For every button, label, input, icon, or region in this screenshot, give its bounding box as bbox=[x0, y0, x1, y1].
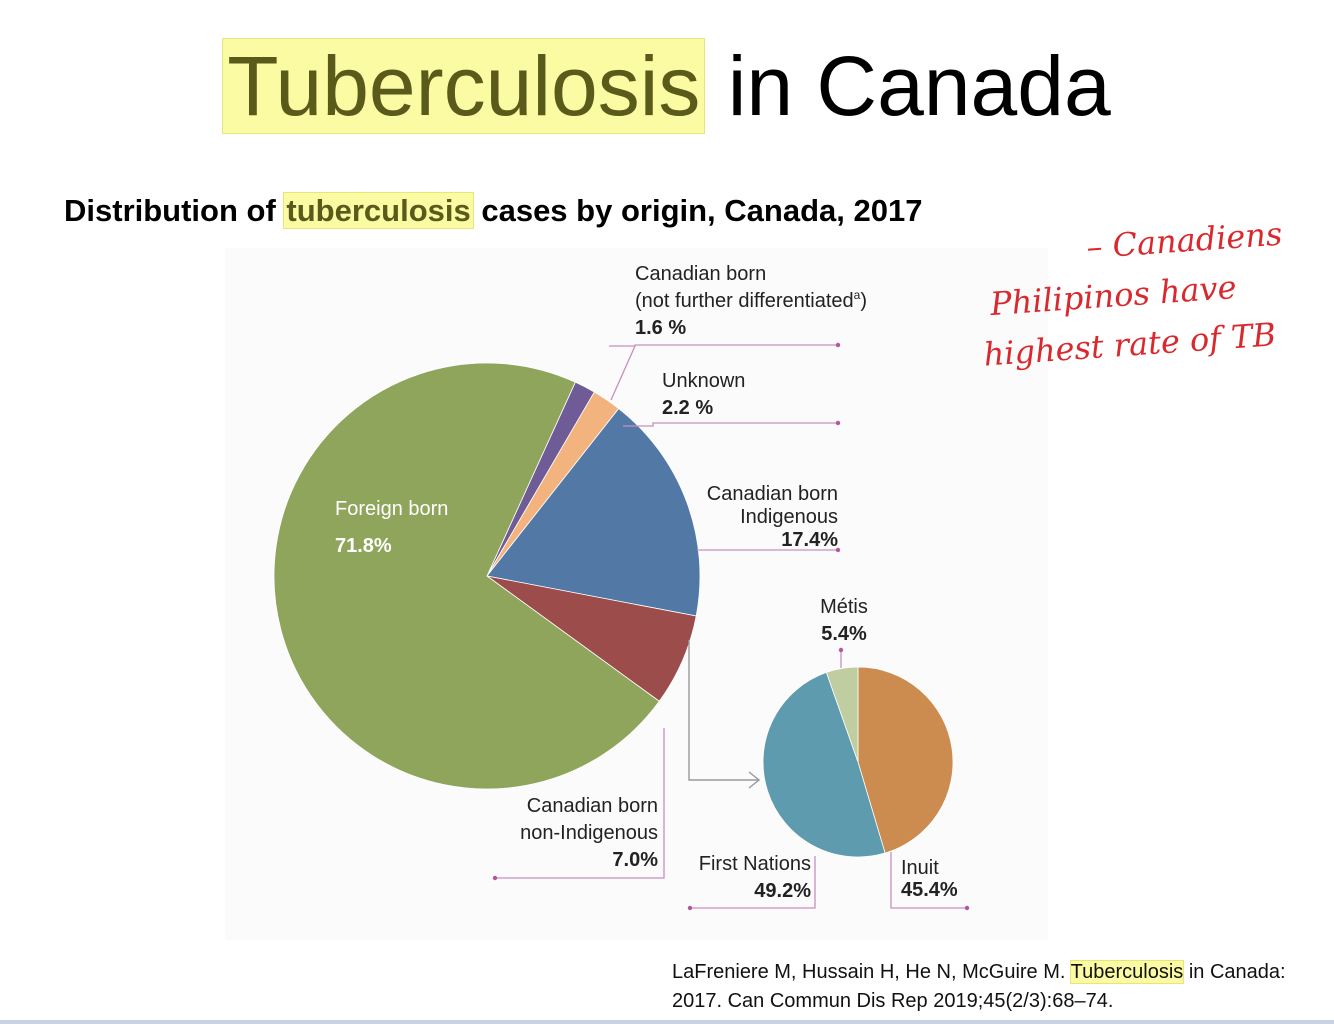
label-first-nations: First Nations bbox=[699, 853, 811, 875]
label-cb-nfd-line2: (not further differentiateda) bbox=[635, 288, 867, 312]
leader-line-cb-nfd-stub bbox=[610, 345, 636, 401]
arrow-shaft bbox=[688, 640, 759, 781]
label-inuit-pct: 45.4% bbox=[901, 879, 958, 901]
label-metis: Métis bbox=[820, 596, 868, 618]
title-highlight: Tuberculosis bbox=[222, 38, 706, 134]
label-cbi-line2: Indigenous bbox=[740, 506, 838, 528]
label-cbni-pct: 7.0% bbox=[612, 849, 658, 871]
chart-subtitle: Distribution of tuberculosis cases by or… bbox=[64, 192, 923, 229]
label-metis-pct: 5.4% bbox=[821, 623, 867, 645]
label-cbi-pct: 17.4% bbox=[781, 529, 838, 551]
slide-title: Tuberculosis in Canada bbox=[0, 38, 1334, 135]
citation: LaFreniere M, Hussain H, He N, McGuire M… bbox=[672, 958, 1322, 1016]
label-inuit: Inuit bbox=[901, 857, 939, 879]
subtitle-part-b: cases by origin, Canada, 2017 bbox=[472, 193, 923, 228]
label-cb-nfd-close: ) bbox=[860, 290, 867, 312]
leader-line-cbni bbox=[495, 728, 665, 879]
main-pie bbox=[273, 362, 701, 790]
label-unknown: Unknown bbox=[662, 370, 745, 392]
dot-unknown bbox=[835, 420, 841, 426]
dot-inuit bbox=[964, 905, 970, 911]
label-cb-nfd-pct: 1.6 % bbox=[635, 317, 686, 339]
label-cbni-line1: Canadian born bbox=[527, 795, 658, 817]
handwritten-annotation: – Canadiens Philipinos have highest rate… bbox=[975, 206, 1325, 379]
main-slice-foreign-born bbox=[273, 362, 660, 790]
breakdown-arrow bbox=[688, 640, 761, 789]
main-slice-canadian-born-indigenous bbox=[486, 408, 701, 617]
leader-line-cb-nfd bbox=[609, 344, 838, 347]
dot-metis bbox=[838, 647, 844, 653]
sub-slice-inuit bbox=[857, 666, 954, 854]
arrow-head bbox=[748, 771, 761, 789]
subtitle-part-a: Distribution of bbox=[64, 193, 285, 228]
title-rest: in Canada bbox=[704, 39, 1111, 133]
citation-part-a: LaFreniere M, Hussain H, He N, McGuire M… bbox=[672, 961, 1071, 983]
label-unknown-pct: 2.2 % bbox=[662, 397, 713, 419]
subtitle-highlight: tuberculosis bbox=[283, 192, 474, 229]
label-first-nations-pct: 49.2% bbox=[754, 880, 811, 902]
label-foreign-born: Foreign born bbox=[335, 498, 448, 520]
label-cb-nfd-sup: a bbox=[854, 288, 861, 302]
label-cb-nfd-text: (not further differentiated bbox=[635, 290, 854, 312]
dot-cb-nfd bbox=[835, 342, 841, 348]
citation-part-b: in Canada: 2017. Can Commun Dis Rep 2019… bbox=[672, 961, 1286, 1012]
dot-cbi bbox=[835, 547, 841, 553]
citation-highlight: Tuberculosis bbox=[1069, 960, 1185, 984]
label-cb-nfd-line1: Canadian born bbox=[635, 263, 766, 285]
sub-slice-first-nations bbox=[762, 671, 886, 858]
leader-lines bbox=[495, 344, 967, 909]
leader-line-unknown bbox=[623, 422, 838, 427]
dot-first-nations bbox=[687, 905, 693, 911]
label-cbi-line1: Canadian born bbox=[707, 483, 838, 505]
pie-charts: Foreign born 71.8% Canadian born (not fu… bbox=[273, 263, 970, 911]
label-cbni-line2: non-Indigenous bbox=[520, 822, 658, 844]
leader-line-inuit bbox=[890, 852, 967, 909]
indigenous-breakdown-pie bbox=[762, 666, 954, 858]
label-foreign-born-pct: 71.8% bbox=[335, 535, 392, 557]
dot-cbni bbox=[492, 875, 498, 881]
chart-panel: Foreign born 71.8% Canadian born (not fu… bbox=[225, 248, 1048, 940]
leader-line-first-nations bbox=[690, 856, 816, 909]
slice-labels: Foreign born 71.8% Canadian born (not fu… bbox=[335, 263, 958, 902]
sub-slice-m-tis bbox=[825, 666, 859, 763]
bottom-rule bbox=[0, 1020, 1334, 1024]
leader-dots bbox=[492, 342, 970, 911]
